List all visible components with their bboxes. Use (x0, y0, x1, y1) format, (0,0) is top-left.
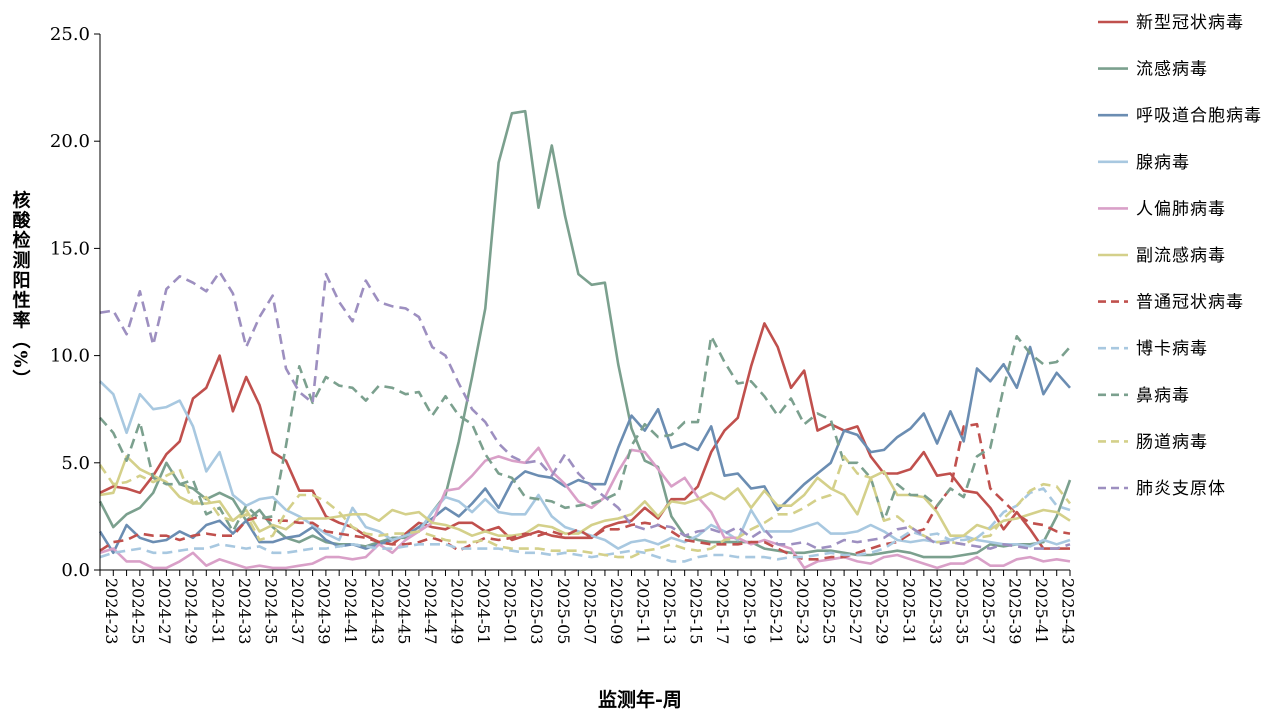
y-axis-title: 核酸检测阳性率（%） (10, 189, 31, 389)
series-line-8 (99, 487, 1071, 563)
series-line-4 (99, 380, 1071, 550)
x-tick-label: 2025-43 (1059, 578, 1078, 644)
legend-label: 人偏肺病毒 (1136, 199, 1226, 219)
x-tick-label: 2025-23 (793, 578, 812, 644)
x-tick-label: 2024-39 (315, 578, 334, 644)
x-ticks: 2024-23 2024-25 2024-27 2024-29 2024-31 2024-… (99, 570, 1078, 644)
x-tick-label: 2024-43 (368, 578, 387, 644)
x-tick-label: 2024-33 (235, 578, 254, 644)
legend-label: 腺病毒 (1136, 153, 1190, 173)
x-tick-label: 2025-29 (873, 578, 892, 644)
x-tick-label: 2024-47 (421, 578, 440, 644)
x-tick-label: 2024-37 (288, 578, 307, 644)
series-line-6 (99, 455, 1071, 538)
legend-label: 肠道病毒 (1136, 432, 1208, 452)
y-tick-label: 10.0 (50, 346, 90, 367)
legend-label: 新型冠状病毒 (1136, 13, 1244, 33)
y-tick-label: 5.0 (61, 453, 90, 474)
x-tick-label: 2025-35 (952, 578, 971, 644)
x-tick-label: 2025-19 (740, 578, 759, 644)
x-tick-label: 2025-21 (766, 578, 785, 644)
series-line-10 (98, 455, 1072, 559)
x-axis-title: 监测年-周 (598, 688, 682, 711)
y-tick-label: 0.0 (61, 560, 90, 581)
x-tick-label: 2025-03 (527, 578, 546, 644)
x-tick-label: 2025-33 (926, 578, 945, 644)
plot-area: 0.05.010.015.020.025.0 2024-23 2024-25 202… (50, 24, 1078, 644)
x-tick-label: 2024-29 (182, 578, 201, 644)
series-line-9 (99, 334, 1071, 533)
legend-label: 流感病毒 (1136, 60, 1208, 80)
x-tick-label: 2024-35 (261, 578, 280, 644)
y-tick-label: 25.0 (50, 24, 90, 45)
y-tick-label: 15.0 (50, 238, 90, 259)
series-line-7 (99, 422, 1071, 561)
x-tick-label: 2024-51 (474, 578, 493, 644)
x-tick-label: 2024-41 (341, 578, 360, 644)
x-tick-label: 2025-25 (820, 578, 839, 644)
legend: 新型冠状病毒流感病毒呼吸道合胞病毒腺病毒人偏肺病毒副流感病毒普通冠状病毒博卡病毒… (1098, 13, 1262, 499)
x-tick-label: 2025-09 (607, 578, 626, 644)
legend-label: 鼻病毒 (1136, 386, 1190, 406)
series-line-11 (99, 270, 1071, 550)
series-lines (98, 109, 1072, 570)
x-tick-label: 2025-05 (554, 578, 573, 644)
legend-label: 肺炎支原体 (1136, 479, 1226, 499)
x-tick-label: 2024-49 (447, 578, 466, 644)
legend-label: 博卡病毒 (1136, 339, 1208, 359)
x-tick-label: 2025-27 (846, 578, 865, 644)
x-tick-label: 2025-07 (580, 578, 599, 644)
x-tick-label: 2025-39 (1006, 578, 1025, 644)
x-tick-label: 2025-31 (899, 578, 918, 644)
x-tick-label: 2025-01 (501, 578, 520, 644)
legend-label: 呼吸道合胞病毒 (1136, 106, 1262, 126)
x-tick-label: 2024-25 (129, 578, 148, 644)
y-tick-label: 20.0 (50, 131, 90, 152)
x-tick-label: 2025-11 (634, 578, 653, 644)
x-tick-label: 2025-37 (979, 578, 998, 644)
series-line-3 (98, 345, 1071, 555)
legend-label: 副流感病毒 (1136, 246, 1226, 266)
x-tick-label: 2024-45 (394, 578, 413, 644)
x-tick-label: 2024-23 (102, 578, 121, 644)
series-line-2 (98, 109, 1072, 559)
x-tick-label: 2024-27 (155, 578, 174, 644)
x-tick-label: 2025-17 (713, 578, 732, 644)
y-ticks: 0.0 5.0 10.0 15.0 20.0 25.0 (50, 24, 100, 581)
x-tick-label: 2025-15 (687, 578, 706, 644)
x-tick-label: 2025-13 (660, 578, 679, 644)
series-line-1 (99, 322, 1070, 550)
x-tick-label: 2024-31 (208, 578, 227, 644)
x-tick-label: 2025-41 (1032, 578, 1051, 644)
legend-label: 普通冠状病毒 (1136, 293, 1244, 313)
